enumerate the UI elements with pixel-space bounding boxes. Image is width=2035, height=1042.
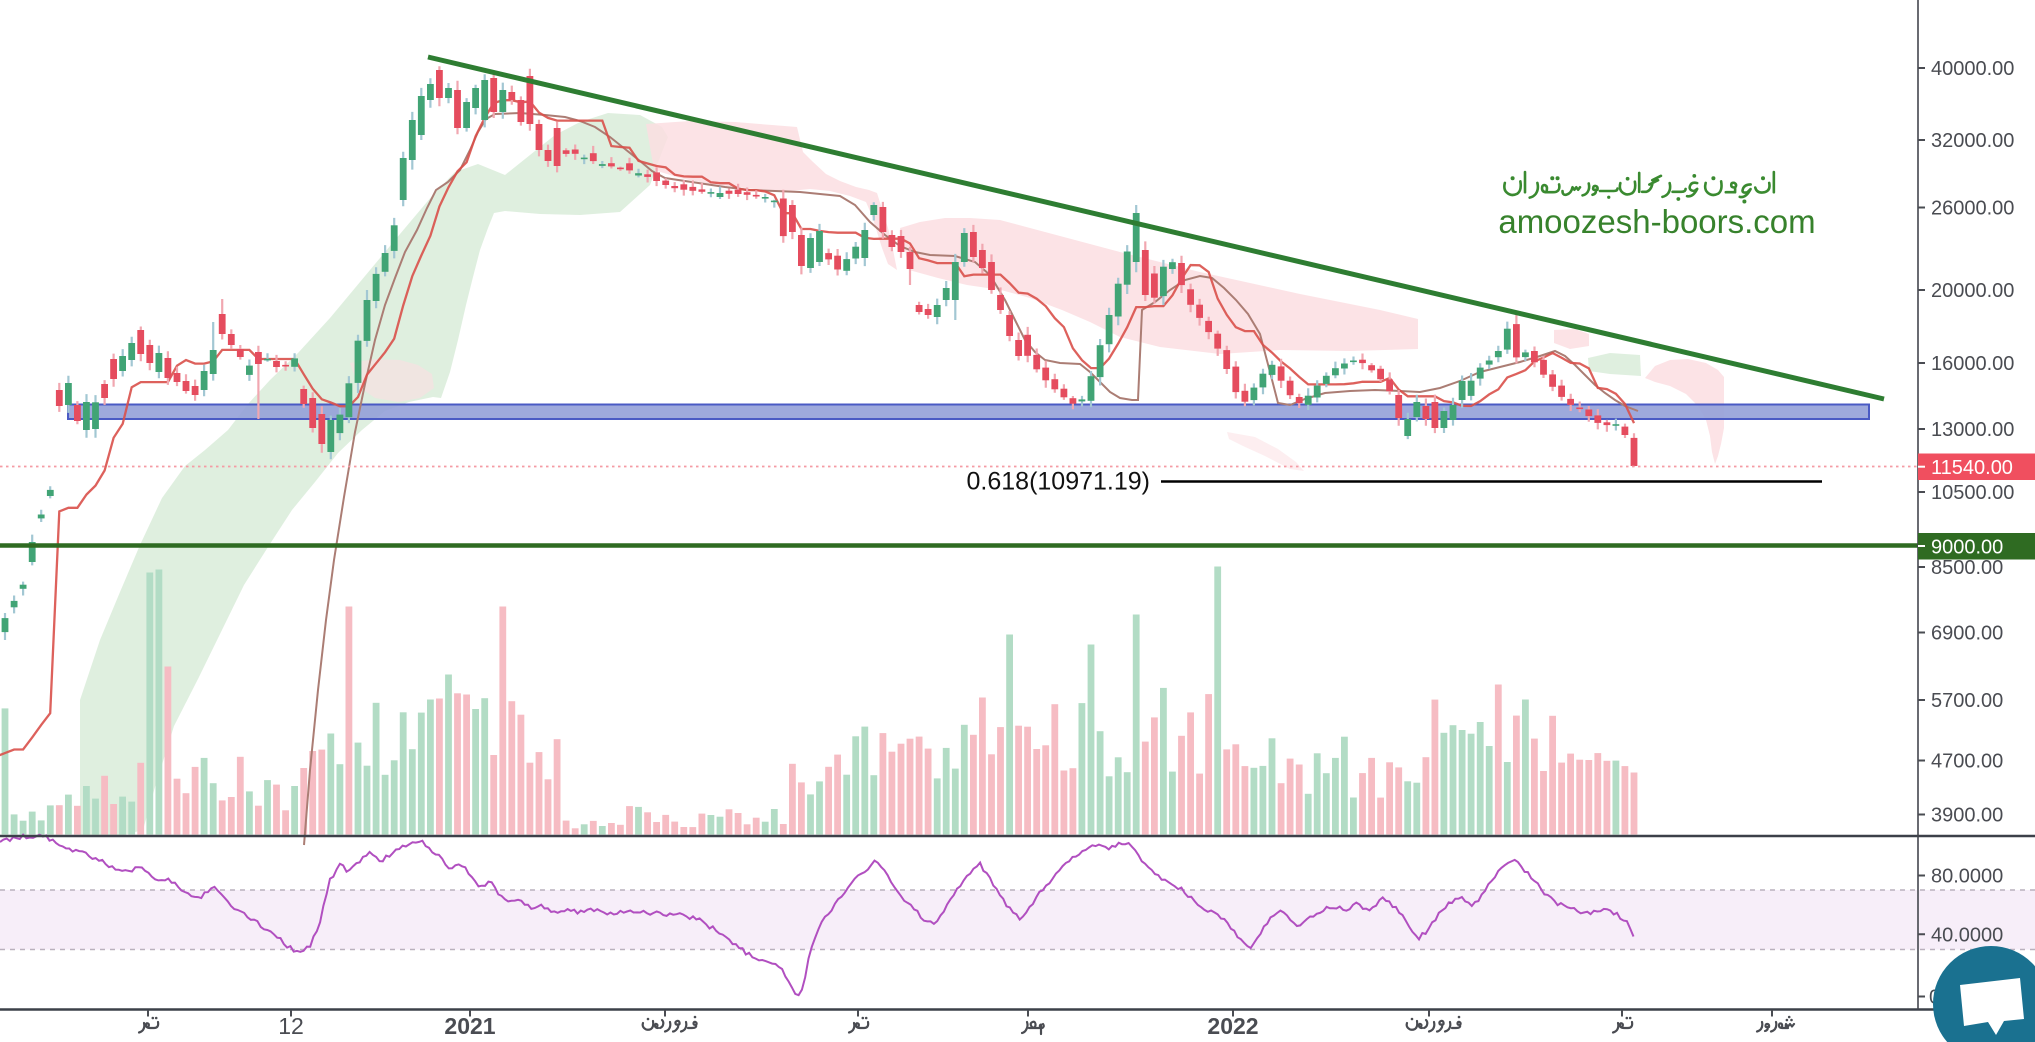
svg-text:16000.00: 16000.00 [1931,353,2014,375]
svg-text:80.0000: 80.0000 [1931,866,2003,888]
svg-text:3900.00: 3900.00 [1931,805,2003,827]
svg-text:4700.00: 4700.00 [1931,751,2003,773]
svg-text:amoozesh-boors.com: amoozesh-boors.com [1498,203,1815,240]
svg-text:40.0000: 40.0000 [1931,924,2003,946]
svg-text:11540.00: 11540.00 [1931,457,2013,479]
svg-text:13000.00: 13000.00 [1931,419,2014,441]
svg-text:12: 12 [278,1013,304,1039]
svg-text:20000.00: 20000.00 [1931,280,2014,302]
svg-text:40000.00: 40000.00 [1931,58,2014,80]
svg-text:10500.00: 10500.00 [1931,482,2014,504]
svg-text:0.618(10971.19): 0.618(10971.19) [967,468,1150,496]
svg-text:6900.00: 6900.00 [1931,623,2003,645]
svg-text:5700.00: 5700.00 [1931,690,2003,712]
svg-text:9000.00: 9000.00 [1931,537,2003,559]
svg-text:2022: 2022 [1207,1013,1258,1039]
svg-text:26000.00: 26000.00 [1931,198,2014,220]
svg-text:2021: 2021 [444,1013,495,1039]
svg-text:8500.00: 8500.00 [1931,557,2003,579]
svg-text:32000.00: 32000.00 [1931,130,2014,152]
